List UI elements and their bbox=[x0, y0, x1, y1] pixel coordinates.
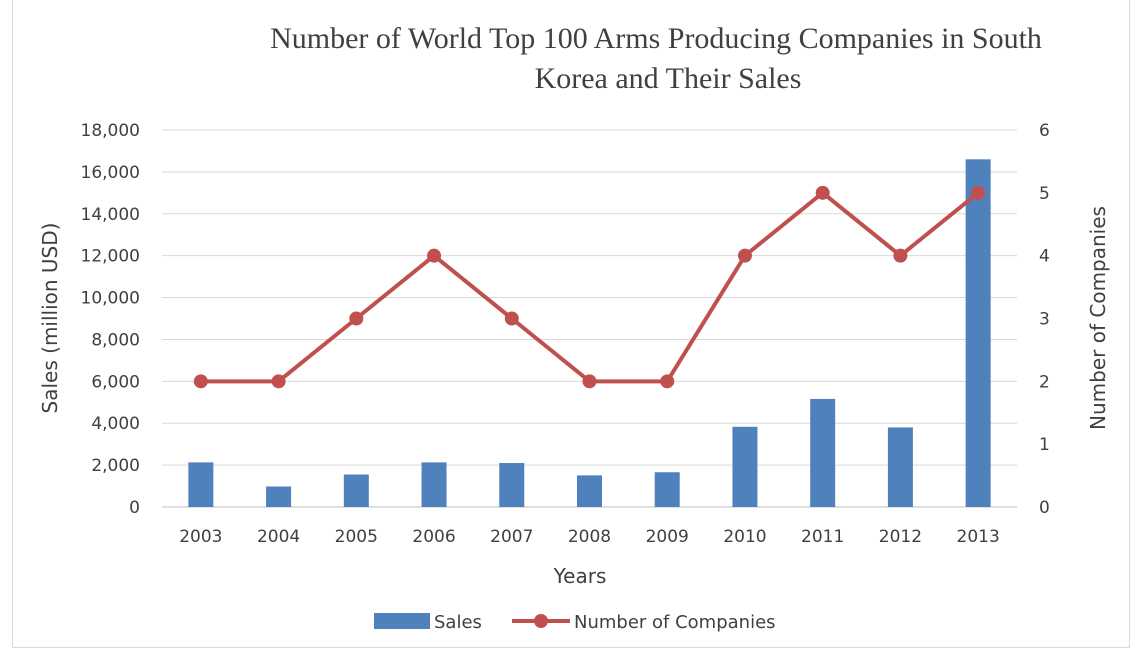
sales-bar bbox=[887, 427, 913, 507]
companies-point bbox=[815, 185, 830, 200]
sales-bars bbox=[188, 159, 991, 508]
companies-point bbox=[582, 374, 597, 389]
companies-point bbox=[660, 374, 675, 389]
x-tick-label: 2006 bbox=[412, 527, 455, 547]
x-tick-label: 2005 bbox=[335, 527, 378, 547]
companies-point bbox=[971, 185, 986, 200]
y-tick-label: 14,000 bbox=[81, 205, 140, 225]
sales-bar bbox=[266, 486, 292, 507]
y2-axis-ticks: 0 1 2 3 4 5 6 bbox=[1039, 121, 1050, 518]
y-tick-label: 10,000 bbox=[81, 289, 140, 309]
x-tick-label: 2012 bbox=[879, 527, 922, 547]
sales-bar bbox=[499, 463, 525, 507]
chart-frame bbox=[12, 0, 1130, 648]
companies-point bbox=[737, 248, 752, 263]
y-tick-label: 16,000 bbox=[81, 163, 140, 183]
y2-tick-label: 0 bbox=[1039, 498, 1050, 518]
y2-tick-label: 4 bbox=[1039, 247, 1050, 267]
chart-title: Number of World Top 100 Arms Producing C… bbox=[270, 22, 1042, 95]
companies-point bbox=[271, 374, 286, 389]
sales-bar bbox=[577, 475, 602, 507]
sales-bar bbox=[654, 472, 680, 507]
y-tick-label: 8,000 bbox=[91, 330, 140, 350]
companies-line-path bbox=[200, 190, 980, 384]
y2-tick-label: 2 bbox=[1039, 372, 1050, 392]
legend: Sales Number of Companies bbox=[374, 612, 776, 633]
x-tick-label: 2004 bbox=[257, 527, 300, 547]
y-tick-label: 0 bbox=[129, 498, 140, 518]
x-tick-label: 2013 bbox=[957, 527, 1000, 547]
chart-title-line-1: Number of World Top 100 Arms Producing C… bbox=[270, 22, 1042, 55]
y-axis-title: Sales (million USD) bbox=[38, 223, 62, 414]
y2-tick-label: 5 bbox=[1039, 184, 1050, 204]
y-tick-label: 18,000 bbox=[81, 121, 140, 141]
companies-point bbox=[504, 311, 519, 326]
x-axis-title: Years bbox=[553, 564, 607, 588]
y-tick-label: 2,000 bbox=[91, 456, 140, 476]
y2-tick-label: 3 bbox=[1039, 310, 1050, 330]
y2-axis-title: Number of Companies bbox=[1086, 206, 1110, 430]
y-tick-label: 4,000 bbox=[91, 414, 140, 434]
companies-point bbox=[893, 248, 908, 263]
chart-title-line-2: Korea and Their Sales bbox=[535, 62, 802, 95]
sales-bar bbox=[965, 159, 991, 508]
legend-label-companies: Number of Companies bbox=[574, 612, 776, 633]
y-tick-label: 6,000 bbox=[91, 372, 140, 392]
sales-bar bbox=[810, 398, 836, 507]
legend-label-sales: Sales bbox=[434, 612, 482, 633]
sales-bar bbox=[188, 462, 214, 507]
y2-tick-label: 6 bbox=[1039, 121, 1050, 141]
x-tick-label: 2008 bbox=[568, 527, 611, 547]
x-tick-label: 2007 bbox=[490, 527, 533, 547]
sales-bar bbox=[343, 474, 369, 507]
companies-line bbox=[193, 185, 986, 389]
legend-swatch-companies-marker bbox=[534, 614, 548, 628]
legend-swatch-sales bbox=[374, 613, 430, 629]
sales-bar bbox=[421, 462, 447, 507]
y-axis-ticks: 0 2,000 4,000 6,000 8,000 10,000 12,000 14,000 1… bbox=[81, 121, 140, 518]
x-tick-label: 2011 bbox=[801, 527, 844, 547]
companies-point bbox=[349, 311, 364, 326]
y2-tick-label: 1 bbox=[1039, 435, 1050, 455]
sales-bar bbox=[732, 426, 758, 507]
x-tick-label: 2010 bbox=[723, 527, 766, 547]
x-axis-ticks: 2003 2004 2005 2006 2007 2008 2009 2010 2011 2012… bbox=[179, 527, 1000, 547]
companies-point bbox=[193, 374, 208, 389]
companies-point bbox=[427, 248, 442, 263]
y-tick-label: 12,000 bbox=[81, 247, 140, 267]
x-tick-label: 2009 bbox=[646, 527, 689, 547]
x-tick-label: 2003 bbox=[179, 527, 222, 547]
